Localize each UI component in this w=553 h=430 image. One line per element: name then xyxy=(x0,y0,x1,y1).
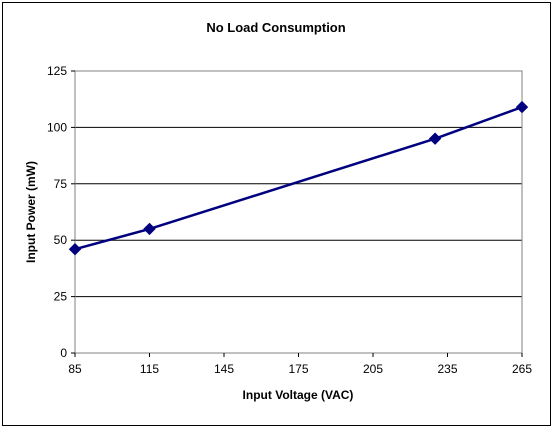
x-tick-label-145: 145 xyxy=(214,362,234,376)
series-layer xyxy=(68,100,529,256)
x-tick-label-235: 235 xyxy=(437,362,457,376)
data-point-0-3 xyxy=(515,100,529,114)
x-tick-label-265: 265 xyxy=(512,362,532,376)
y-tick-label-0: 0 xyxy=(60,346,67,360)
y-tick-label-75: 75 xyxy=(54,177,68,191)
y-tick-label-100: 100 xyxy=(47,120,67,134)
chart-frame xyxy=(2,2,551,426)
series-line-0 xyxy=(74,105,523,251)
plot-area xyxy=(74,70,523,354)
chart-title: No Load Consumption xyxy=(206,20,345,35)
gridlines xyxy=(75,70,522,354)
y-tick-label-125: 125 xyxy=(47,64,67,78)
data-point-0-2 xyxy=(428,132,442,145)
x-tick-label-175: 175 xyxy=(288,362,308,376)
data-point-0-1 xyxy=(143,222,156,236)
x-axis-title: Input Voltage (VAC) xyxy=(243,388,354,402)
y-axis-ticks: 0 25 50 75 100 125 xyxy=(47,64,75,360)
y-tick-label-50: 50 xyxy=(54,233,68,247)
y-axis-title: Input Power (mW) xyxy=(24,161,38,263)
x-tick-label-115: 115 xyxy=(140,362,159,376)
x-axis-ticks: 85 115 145 175 205 235 265 xyxy=(68,353,532,376)
x-tick-label-205: 205 xyxy=(363,362,383,376)
x-tick-label-85: 85 xyxy=(68,362,82,376)
data-point-0-0 xyxy=(68,243,82,256)
y-tick-label-25: 25 xyxy=(54,290,68,304)
